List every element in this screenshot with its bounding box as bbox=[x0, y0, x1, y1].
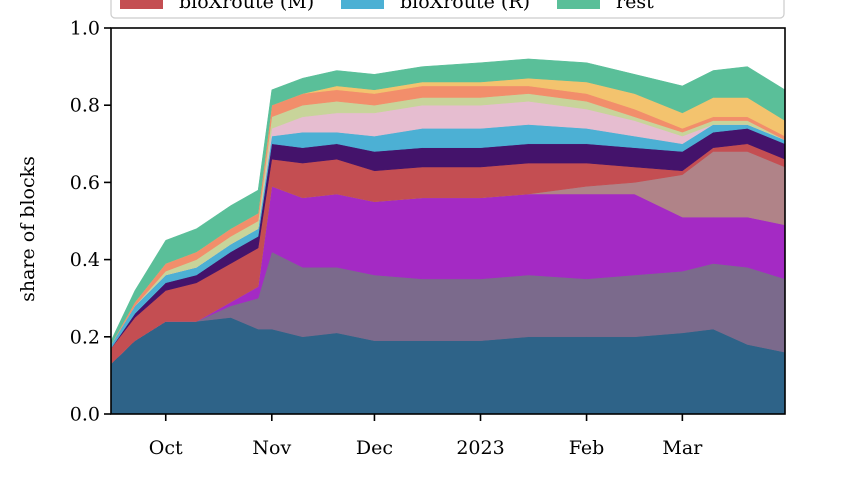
y-axis: 0.0 0.2 0.4 0.6 0.8 1.0 bbox=[70, 18, 111, 426]
x-tick-label: Mar bbox=[662, 437, 703, 459]
legend-swatch bbox=[557, 0, 600, 9]
y-tick-label: 1.0 bbox=[70, 18, 100, 40]
x-tick-label: Feb bbox=[569, 437, 605, 459]
y-tick-label: 0.6 bbox=[70, 172, 100, 194]
legend-label: bloXroute (R) bbox=[400, 0, 530, 13]
x-tick-label: Dec bbox=[356, 437, 393, 459]
x-tick-label: Oct bbox=[149, 437, 183, 459]
x-tick-label: 2023 bbox=[456, 437, 504, 459]
legend-swatch bbox=[120, 0, 163, 9]
y-tick-label: 0.2 bbox=[70, 326, 100, 348]
x-axis: Oct Nov Dec 2023 Feb Mar bbox=[149, 414, 703, 459]
legend-label: bloXroute (M) bbox=[179, 0, 314, 13]
legend-box bbox=[110, 0, 785, 19]
legend: bloXroute (M) bloXroute (R) rest bbox=[110, 0, 785, 19]
x-tick-label: Nov bbox=[252, 437, 291, 459]
y-tick-label: 0.0 bbox=[70, 404, 100, 426]
axes-frame bbox=[110, 27, 786, 415]
legend-label: rest bbox=[616, 0, 654, 13]
y-tick-label: 0.8 bbox=[70, 95, 100, 117]
plot-area bbox=[110, 58, 786, 415]
y-tick-label: 0.4 bbox=[70, 249, 100, 271]
legend-swatch bbox=[341, 0, 384, 9]
y-axis-title: share of blocks bbox=[17, 156, 39, 302]
